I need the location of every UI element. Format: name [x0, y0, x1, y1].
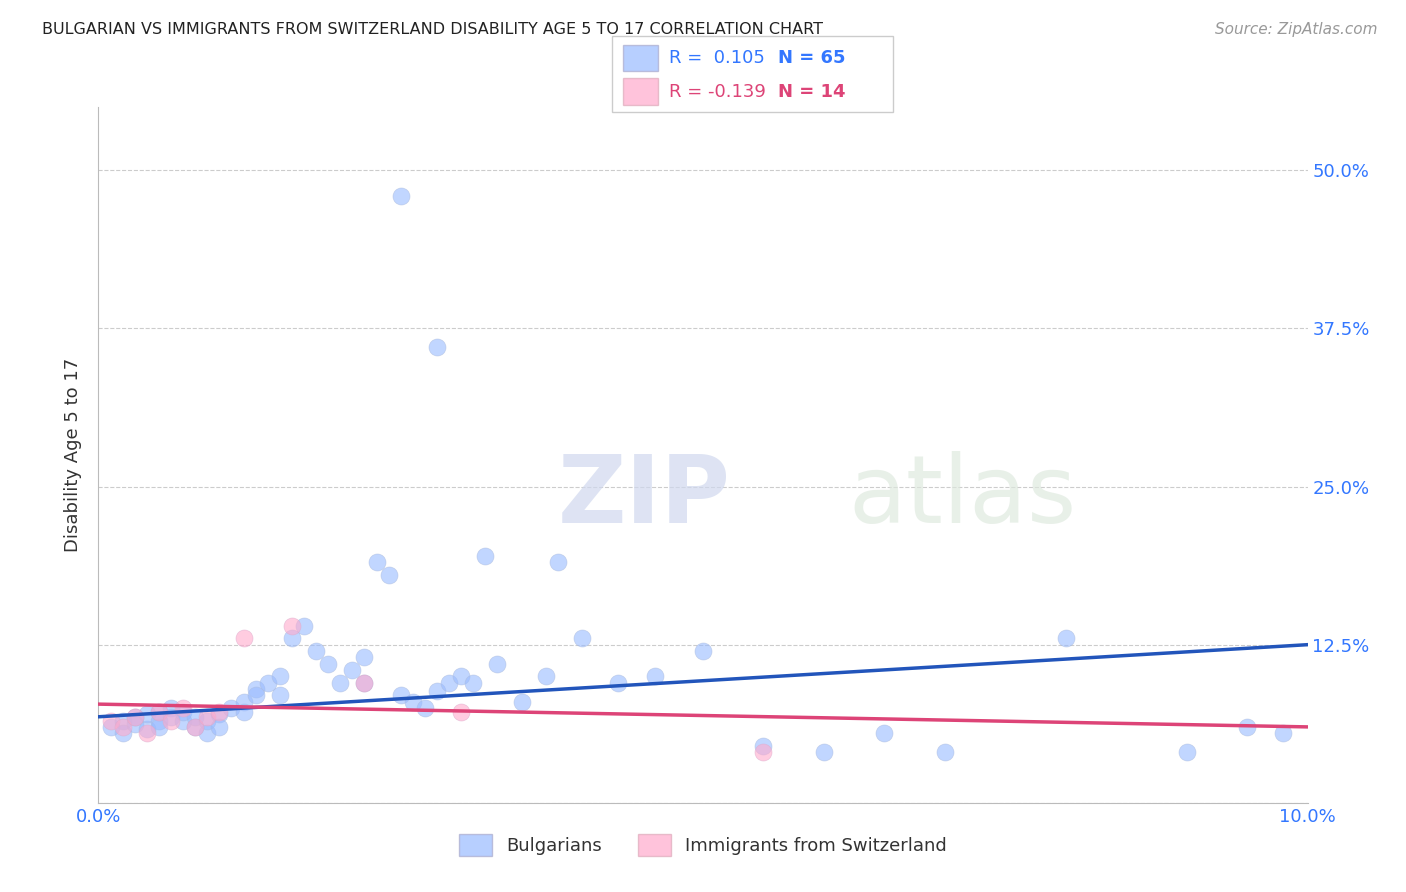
Point	[547, 556, 569, 570]
Point	[100, 714, 122, 728]
Point	[316, 657, 339, 671]
Point	[873, 726, 896, 740]
Point	[111, 726, 134, 740]
Point	[100, 720, 122, 734]
Point	[1236, 720, 1258, 734]
Point	[135, 707, 157, 722]
Point	[124, 710, 146, 724]
Point	[184, 710, 207, 724]
Point	[342, 663, 364, 677]
Point	[353, 675, 375, 690]
Point	[692, 644, 714, 658]
Point	[934, 745, 956, 759]
Point	[486, 657, 509, 671]
Point	[221, 701, 243, 715]
Point	[571, 632, 593, 646]
Point	[208, 720, 231, 734]
Point	[148, 705, 170, 719]
Point	[752, 739, 775, 753]
Point	[148, 705, 170, 719]
Point	[607, 675, 630, 690]
Point	[426, 340, 449, 354]
Text: ZIP: ZIP	[558, 450, 731, 542]
Point	[353, 650, 375, 665]
Point	[172, 705, 194, 719]
Text: atlas: atlas	[848, 450, 1077, 542]
Point	[450, 669, 472, 683]
Text: BULGARIAN VS IMMIGRANTS FROM SWITZERLAND DISABILITY AGE 5 TO 17 CORRELATION CHAR: BULGARIAN VS IMMIGRANTS FROM SWITZERLAND…	[42, 22, 823, 37]
Legend: Bulgarians, Immigrants from Switzerland: Bulgarians, Immigrants from Switzerland	[451, 827, 955, 863]
Point	[437, 675, 460, 690]
Point	[195, 714, 218, 728]
Point	[269, 669, 291, 683]
Point	[269, 688, 291, 702]
Point	[1054, 632, 1077, 646]
Point	[124, 717, 146, 731]
Point	[813, 745, 835, 759]
Point	[463, 675, 485, 690]
Point	[752, 745, 775, 759]
Point	[111, 720, 134, 734]
Point	[195, 710, 218, 724]
Point	[353, 675, 375, 690]
Point	[366, 556, 388, 570]
Point	[329, 675, 352, 690]
Point	[305, 644, 328, 658]
Point	[184, 720, 207, 734]
Point	[111, 714, 134, 728]
Point	[208, 707, 231, 722]
Point	[474, 549, 496, 563]
Point	[1175, 745, 1198, 759]
Point	[232, 705, 254, 719]
Point	[148, 714, 170, 728]
Point	[160, 714, 183, 728]
Point	[184, 720, 207, 734]
Point	[1272, 726, 1295, 740]
Text: N = 14: N = 14	[778, 83, 845, 101]
Point	[160, 710, 183, 724]
Point	[172, 714, 194, 728]
Point	[281, 618, 304, 632]
Point	[389, 188, 412, 202]
Point	[281, 632, 304, 646]
Point	[413, 701, 436, 715]
Text: R =  0.105: R = 0.105	[669, 49, 765, 67]
Point	[124, 710, 146, 724]
Point	[135, 726, 157, 740]
Y-axis label: Disability Age 5 to 17: Disability Age 5 to 17	[65, 358, 83, 552]
Point	[534, 669, 557, 683]
Text: Source: ZipAtlas.com: Source: ZipAtlas.com	[1215, 22, 1378, 37]
Point	[195, 726, 218, 740]
Point	[160, 701, 183, 715]
Text: N = 65: N = 65	[778, 49, 845, 67]
Text: R = -0.139: R = -0.139	[669, 83, 766, 101]
Point	[450, 705, 472, 719]
Point	[172, 701, 194, 715]
Point	[377, 568, 399, 582]
Point	[148, 720, 170, 734]
Point	[292, 618, 315, 632]
Point	[389, 688, 412, 702]
Point	[245, 688, 267, 702]
Point	[426, 684, 449, 698]
Point	[402, 695, 425, 709]
Point	[208, 705, 231, 719]
Point	[245, 681, 267, 696]
Point	[135, 723, 157, 737]
Point	[644, 669, 666, 683]
Point	[232, 632, 254, 646]
Point	[232, 695, 254, 709]
Point	[256, 675, 278, 690]
Point	[510, 695, 533, 709]
